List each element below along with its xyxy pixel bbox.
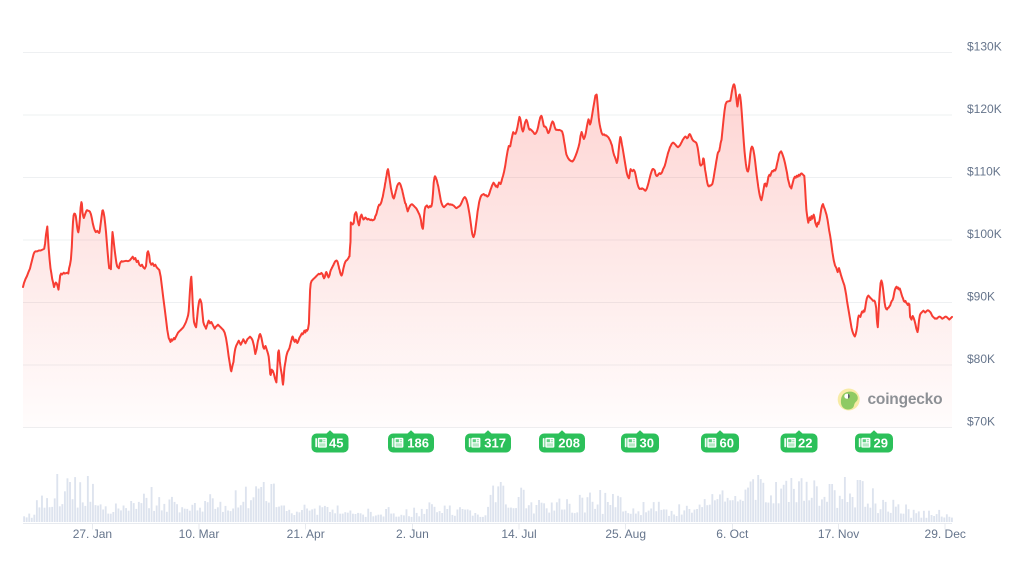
svg-text:60: 60 (720, 436, 734, 451)
svg-text:$70K: $70K (967, 415, 995, 429)
svg-text:186: 186 (407, 436, 429, 451)
svg-text:$90K: $90K (967, 290, 995, 304)
svg-text:29: 29 (874, 436, 888, 451)
svg-text:2. Jun: 2. Jun (396, 527, 429, 541)
svg-text:317: 317 (484, 436, 506, 451)
svg-text:14. Jul: 14. Jul (501, 527, 536, 541)
svg-text:$80K: $80K (967, 352, 995, 366)
svg-text:21. Apr: 21. Apr (287, 527, 325, 541)
svg-text:$100K: $100K (967, 227, 1002, 241)
svg-text:30: 30 (640, 436, 654, 451)
svg-text:45: 45 (329, 436, 343, 451)
svg-text:25. Aug: 25. Aug (605, 527, 646, 541)
svg-text:$110K: $110K (967, 165, 1001, 179)
svg-text:17. Nov: 17. Nov (818, 527, 859, 541)
svg-text:6. Oct: 6. Oct (716, 527, 749, 541)
svg-text:$130K: $130K (967, 40, 1002, 54)
svg-text:10. Mar: 10. Mar (179, 527, 220, 541)
svg-text:29. Dec: 29. Dec (925, 527, 966, 541)
svg-text:coingecko: coingecko (868, 391, 943, 408)
svg-text:27. Jan: 27. Jan (73, 527, 112, 541)
svg-text:$120K: $120K (967, 102, 1002, 116)
svg-text:22: 22 (798, 436, 812, 451)
svg-text:208: 208 (558, 436, 580, 451)
